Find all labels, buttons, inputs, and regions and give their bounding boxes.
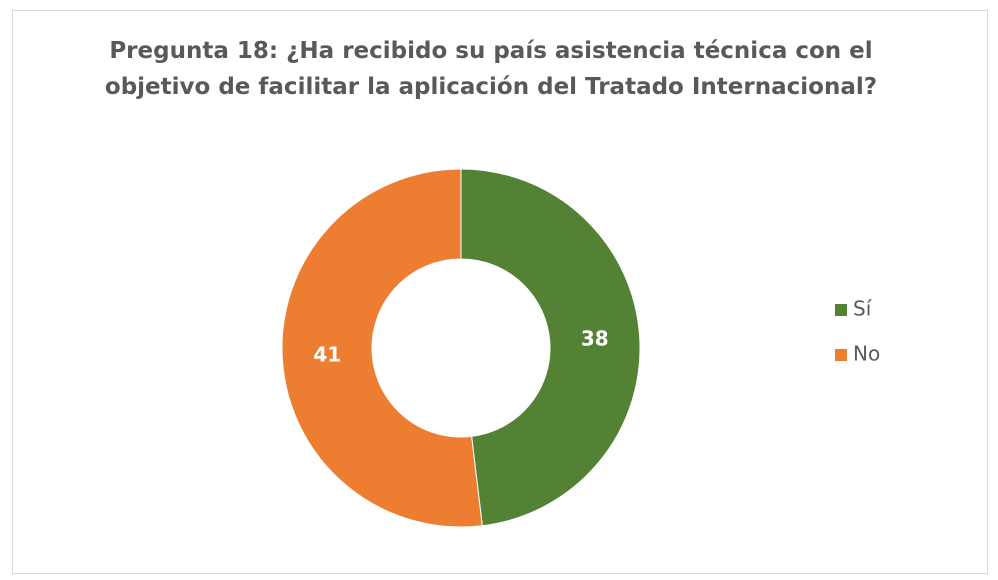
data-label: 38 xyxy=(581,327,609,351)
donut-segment xyxy=(281,168,483,528)
legend-label: Sí xyxy=(853,297,873,321)
data-label: 41 xyxy=(313,342,341,366)
legend-swatch xyxy=(835,349,847,361)
donut-segment xyxy=(460,168,641,527)
chart-title: Pregunta 18: ¿Ha recibido su país asiste… xyxy=(104,38,878,100)
legend-swatch xyxy=(835,304,847,316)
legend-label: No xyxy=(853,342,880,366)
